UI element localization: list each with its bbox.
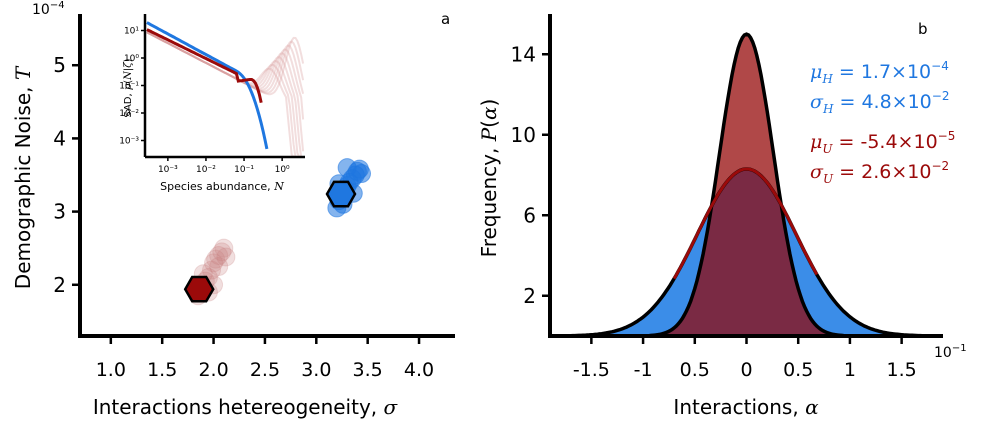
inset-y-tick-label: 10⁻² [119,109,139,119]
x-tick-label-b: -1 [634,359,653,381]
inset-curve-blue [146,21,269,150]
scatter-point-red [214,238,234,258]
inset-y-tick-label: 10⁻¹ [119,82,139,92]
inset-y-tick-label: 10⁻³ [119,137,139,147]
x-tick-label-a: 1.0 [96,359,126,381]
inset-faint-curve [146,31,304,158]
inset-faint-curve [146,31,304,158]
y-tick-label-b: 2 [523,284,536,308]
x-tick-label-a: 2.5 [250,359,280,381]
legend-mu-h: μH = 1.7×10−4 [810,59,949,86]
x-axis-label-a: Interactions hetereogeneity, σ [93,395,399,419]
y-tick-label-b: 6 [523,203,536,227]
curve-h-inner [672,167,819,280]
y-tick-label-a: 3 [53,200,66,224]
legend-b: μH = 1.7×10−4 σH = 4.8×10−2 μU = -5.4×10… [810,59,955,186]
x-tick-label-a: 3.5 [353,359,383,381]
y-tick-label-a: 2 [53,273,66,297]
inset-y-label: SAD, p(N|ζ) [123,58,134,117]
y-tick-label-b: 14 [511,42,536,66]
inset-curve-red [146,28,263,104]
legend-sigma-u: σU = 2.6×10−2 [810,159,949,186]
x-tick-label-b: 0 [740,359,752,381]
inset-x-tick-label: 10⁻³ [158,165,178,175]
inset-background [145,14,305,157]
inset-faint-curve [146,31,304,158]
x-tick-label-b: 1.5 [887,359,917,381]
inset-faint-curve [146,31,305,152]
panel-a: 10−4 a 1.0 1.5 2.0 2.5 3.0 3.5 4.0 2 3 4 5 Interac… [11,0,455,419]
inset-x-label: Species abundance, N [160,180,284,193]
panel-label-b: b [918,20,928,38]
y-tick-label-a: 5 [53,53,66,77]
y-tick-label-a: 4 [53,126,66,150]
inset-faint-curve [146,31,305,96]
highlight-hexagon-red [183,275,215,303]
x-axis-label-b: Interactions, α [673,395,819,419]
highlight-hexagon-blue [325,180,357,208]
panel-label-a: a [441,10,450,28]
scatter-point-red [216,247,236,267]
x-tick-label-a: 4.0 [404,359,434,381]
inset-y-tick-label: 10¹ [124,27,139,37]
scatter-point-red [202,260,222,280]
y-axis-label-b: Frequency, P(α) [477,99,501,258]
x-tick-label-a: 3.0 [301,359,331,381]
inset-x-tick-label: 10⁰ [275,165,290,175]
inset-x-tick-label: 10⁻¹ [234,165,254,175]
inset-x-tick-label: 10⁻² [196,165,216,175]
x-tick-label-b: 0.5 [783,359,813,381]
x-scale-label-b: 10−1 [934,343,967,361]
y-scale-label-a: 10−4 [32,0,65,18]
scatter-point-red [204,253,224,273]
x-tick-label-a: 1.5 [147,359,177,381]
x-tick-label-a: 2.0 [198,359,228,381]
scatter-point-red [209,256,229,276]
scatter-point-red [209,246,229,265]
panel-b: b 10−1 -1.5 -1 0.5 0 0.5 1 1.5 2 6 10 14 Interacti… [477,14,967,419]
scatter-point-blue [352,164,372,184]
scatter-point-red [212,242,232,262]
y-tick-label-b: 10 [511,123,536,147]
sad-inset: 10⁻³ 10⁻² 10⁻¹ 10⁰ 10¹ 10⁰ 10⁻¹ 10⁻² 10⁻³ Specie… [119,14,305,193]
legend-sigma-h: σH = 4.8×10−2 [810,89,949,116]
inset-faint-curve [146,31,305,94]
y-axis-label-a: Demographic Noise, T [11,65,35,289]
inset-faint-curve [146,31,304,158]
inset-faint-curve [146,31,305,94]
legend-mu-u: μU = -5.4×10−5 [810,129,955,156]
inset-y-tick-label: 10⁰ [124,54,139,64]
x-tick-label-b: 1 [844,359,856,381]
area-overlap [550,169,943,336]
x-tick-label-b: 0.5 [680,359,710,381]
inset-faint-curve [146,31,305,120]
x-tick-label-b: -1.5 [573,359,610,381]
scatter-point-red [206,249,226,269]
